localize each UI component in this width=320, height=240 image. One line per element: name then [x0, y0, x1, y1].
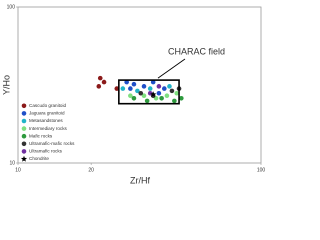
x-tick-label: 10: [15, 167, 21, 173]
point: [131, 81, 137, 87]
legend-marker: [21, 118, 27, 124]
legend-label: Intermediary rocks: [29, 126, 67, 131]
point: [131, 95, 137, 101]
y-tick-label: 100: [7, 4, 16, 10]
y-axis-label: Y/Ho: [1, 75, 11, 95]
point: [179, 95, 184, 101]
annotation-arrow: [157, 58, 186, 79]
plot-frame: [17, 6, 262, 164]
legend-label: Ultramafic rocks: [29, 149, 63, 154]
point: [147, 86, 153, 91]
point: [114, 86, 120, 91]
x-axis-label: Zr/Hf: [130, 175, 150, 185]
point: [159, 95, 164, 101]
legend-label: Jaguara granitoid: [29, 111, 65, 116]
legend-label: Mafic rocks: [29, 133, 53, 138]
point: [128, 93, 133, 99]
point: [169, 88, 175, 94]
point: [156, 84, 162, 89]
point: [96, 84, 102, 89]
legend-marker: [20, 155, 28, 162]
legend-marker: [21, 141, 27, 147]
point: [135, 88, 140, 94]
legend-label: Chondrite: [29, 156, 49, 161]
legend-label: Ultramafic-mafic rocks: [29, 141, 75, 146]
chart: Zr/Hf Y/Ho 10 20 100 10 100 CHARAC field Cascu…: [1, 4, 266, 185]
point: [150, 79, 156, 85]
legend-marker: [21, 133, 27, 139]
point: [97, 75, 103, 81]
x-tick-label: 20: [88, 167, 94, 173]
point: [128, 86, 133, 91]
point: [172, 98, 177, 104]
y-tick-label: 10: [9, 160, 15, 166]
legend-marker: [21, 149, 27, 154]
point: [138, 90, 144, 96]
legend-marker: [21, 126, 27, 131]
point: [144, 98, 150, 104]
legend-label: Metasandstones: [29, 118, 63, 123]
field-box: [118, 79, 180, 105]
point: [164, 93, 170, 99]
point: [156, 90, 162, 96]
x-tick-label: 100: [257, 167, 266, 173]
point: [141, 93, 147, 99]
point: [101, 79, 107, 85]
point: [174, 90, 180, 96]
legend-label: Cascudo granitoid: [29, 103, 66, 108]
point: [162, 86, 167, 91]
legend-marker: [21, 111, 27, 116]
annotation: CHARAC field: [168, 46, 225, 56]
point: [167, 84, 172, 89]
point: [141, 84, 147, 89]
point: [150, 91, 157, 98]
point: [120, 86, 126, 91]
legend-marker: [21, 103, 27, 109]
point: [124, 79, 129, 85]
